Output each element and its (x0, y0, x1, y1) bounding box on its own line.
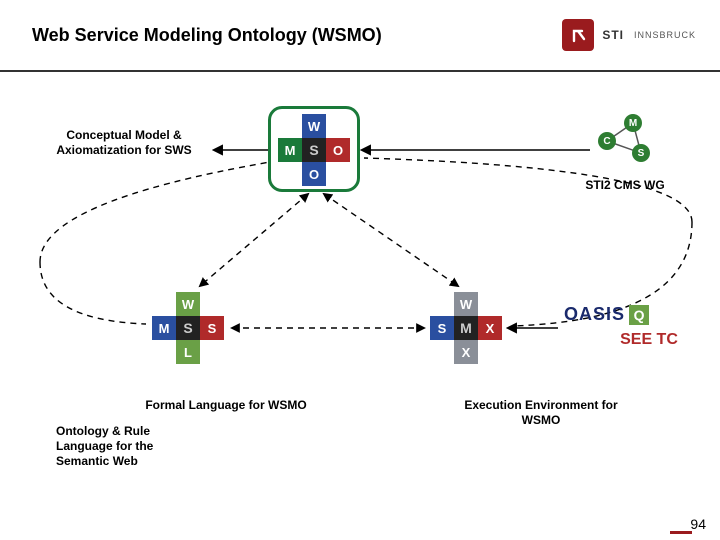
page-title: Web Service Modeling Ontology (WSMO) (32, 25, 382, 46)
label-exec-env: Execution Environment forWSMO (426, 398, 656, 428)
slide-number-value: 94 (690, 516, 706, 532)
diagram-canvas: Conceptual Model &Axiomatization for SWS… (0, 72, 720, 540)
sti-label: STI (602, 28, 624, 42)
slide-header: Web Service Modeling Ontology (WSMO) STI… (0, 0, 720, 72)
label-conceptual-model: Conceptual Model &Axiomatization for SWS (34, 128, 214, 158)
slide-number-accent (670, 531, 692, 534)
wsml-logo-icon: WLMSS (150, 290, 226, 366)
label-ontology-rule: Ontology & RuleLanguage for theSemantic … (56, 424, 216, 469)
wsmo-logo-icon: WOMOS (276, 112, 352, 188)
label-formal-language: Formal Language for WSMO (106, 398, 346, 413)
cms-wg-logo-icon: MCS (596, 114, 652, 162)
oasis-word: OASIS (564, 304, 625, 325)
sti-logo: STI INNSBRUCK (562, 19, 696, 51)
sti-badge-icon (562, 19, 594, 51)
sti-sublabel: INNSBRUCK (634, 30, 696, 40)
label-sti2-cms-wg: STI2 CMS WG (560, 178, 690, 193)
wsmx-logo-icon: WXSXM (428, 290, 504, 366)
slide-number: 94 (670, 516, 706, 532)
oasis-logo: OASIS Q (564, 304, 649, 325)
oasis-glyph-icon: Q (629, 305, 649, 325)
label-see-tc: SEE TC (604, 330, 694, 350)
